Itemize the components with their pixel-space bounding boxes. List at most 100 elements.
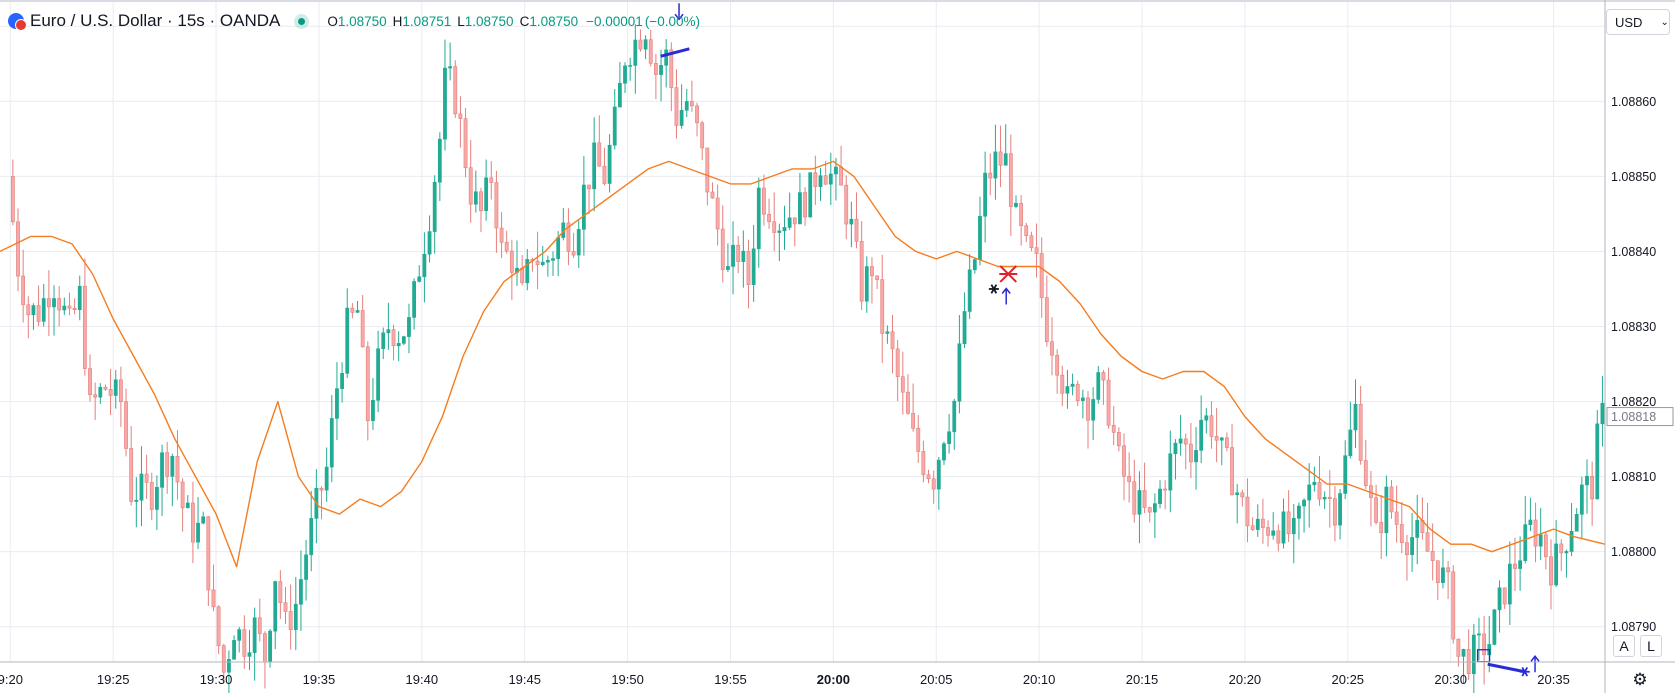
candle [1291,503,1296,564]
candle-body [232,640,236,660]
candle-body [1405,542,1409,556]
x-tick-label: 19:50 [611,672,644,687]
last-price-label: 1.08818 [1611,410,1656,424]
candle-body [1014,202,1018,207]
candle-body [263,633,267,663]
gear-icon[interactable]: ⚙ [1632,670,1648,689]
candle [427,215,432,263]
candle-body [643,39,648,50]
candle-body [808,172,813,218]
candle [93,382,98,420]
candle [72,298,77,315]
candle-body [77,285,82,311]
x-tick-label: 20:25 [1332,672,1365,687]
candle [1369,470,1373,527]
candle-body [875,275,879,280]
candle [648,29,653,67]
candle [201,511,206,525]
candle-body [1513,563,1517,569]
candle-body [520,267,525,284]
candle [1194,426,1198,490]
candle [679,84,684,129]
candle-body [1096,372,1101,400]
candle [206,516,211,607]
candle [1600,375,1605,447]
candle-body [1127,475,1132,483]
log-scale-button[interactable]: L [1640,635,1662,657]
arrow-head [674,13,684,21]
auto-scale-button[interactable]: A [1613,635,1635,657]
asterisk-marker [988,284,999,294]
candle [1451,565,1456,644]
candle [417,265,422,283]
candle-body [437,138,442,183]
candle [1518,536,1523,591]
candle-body [767,213,771,223]
candle-body [715,197,720,230]
candle-body [551,258,555,261]
candle [221,643,226,683]
candle [1528,497,1533,532]
candle [931,470,936,504]
candle-body [46,298,51,308]
candle-body [921,451,926,476]
moving-average-line [0,160,1606,568]
candle [746,239,751,309]
candle [967,253,972,319]
candle-body [931,478,936,490]
asterisk-stroke [990,284,998,294]
candle-body [818,175,823,187]
candle [731,221,735,295]
candle-body [849,218,854,225]
candle [1060,365,1065,407]
candle [77,275,82,321]
currency-select[interactable]: USD ⌄ [1606,9,1670,35]
candle-body [581,184,586,230]
candle [494,170,499,253]
candle-body [880,279,885,334]
x-tick-label: 19:25 [97,672,130,687]
candle-body [391,329,396,347]
candle-body [1291,518,1296,535]
candle [890,314,895,374]
candle-body [206,516,211,591]
candle-body [834,166,838,175]
candle [88,354,92,402]
candle-body [443,67,447,140]
candle [1466,629,1471,680]
candle-body [890,331,895,350]
candle-body [623,65,627,84]
candle-body [741,250,746,262]
candle [1070,373,1075,396]
candle [859,221,864,311]
candle-body [1044,297,1049,342]
candle [1353,379,1358,448]
candle [1590,461,1595,526]
candle [1379,494,1384,560]
candle-body [1518,560,1523,569]
candle [715,184,720,246]
candle-body [365,346,370,422]
candle [191,481,195,564]
candle [401,335,406,346]
market-status-icon[interactable] [294,13,310,29]
candle [1034,223,1039,278]
candle-body [319,487,324,491]
candle-body [1297,505,1301,519]
candle-body [690,101,694,107]
candle [592,117,597,212]
candle-body [62,305,67,311]
candle [237,626,242,653]
candle [335,362,339,441]
symbol-title[interactable]: Euro / U.S. Dollar · 15s · OANDA [30,11,281,30]
candle [1497,580,1502,633]
candle-body [1261,518,1265,528]
candle [504,230,509,254]
candle-body [1003,153,1008,166]
candle-body [458,113,463,119]
candle-body [108,389,113,396]
candle [1297,502,1301,540]
candle [674,69,679,139]
candle-body [1029,235,1034,248]
